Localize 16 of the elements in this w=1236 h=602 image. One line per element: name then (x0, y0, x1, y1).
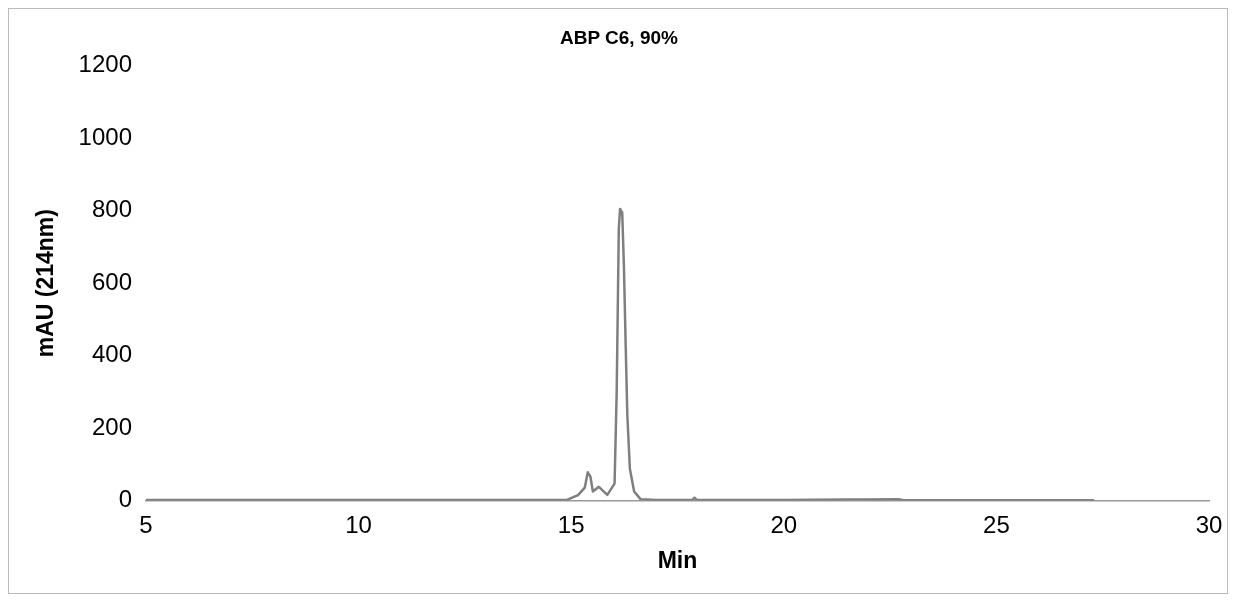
y-axis-title: mAU (214nm) (32, 209, 59, 358)
y-tick-label: 200 (91, 412, 132, 440)
y-tick-label: 600 (91, 267, 132, 295)
y-tick-label: 400 (91, 340, 132, 368)
y-tick-label: 1000 (78, 122, 132, 150)
x-tick-label: 20 (770, 510, 798, 538)
x-tick-label: 25 (983, 510, 1010, 538)
chart-title: ABP C6, 90% (560, 26, 679, 48)
y-tick-label: 1200 (78, 50, 132, 78)
x-tick-label: 15 (557, 510, 585, 538)
x-tick-label: 30 (1195, 510, 1223, 538)
y-tick-label: 800 (91, 195, 132, 223)
x-tick-label: 5 (139, 510, 153, 538)
y-tick-label: 0 (118, 485, 132, 513)
x-axis-title: Min (657, 546, 698, 573)
x-tick-label: 10 (345, 510, 372, 538)
